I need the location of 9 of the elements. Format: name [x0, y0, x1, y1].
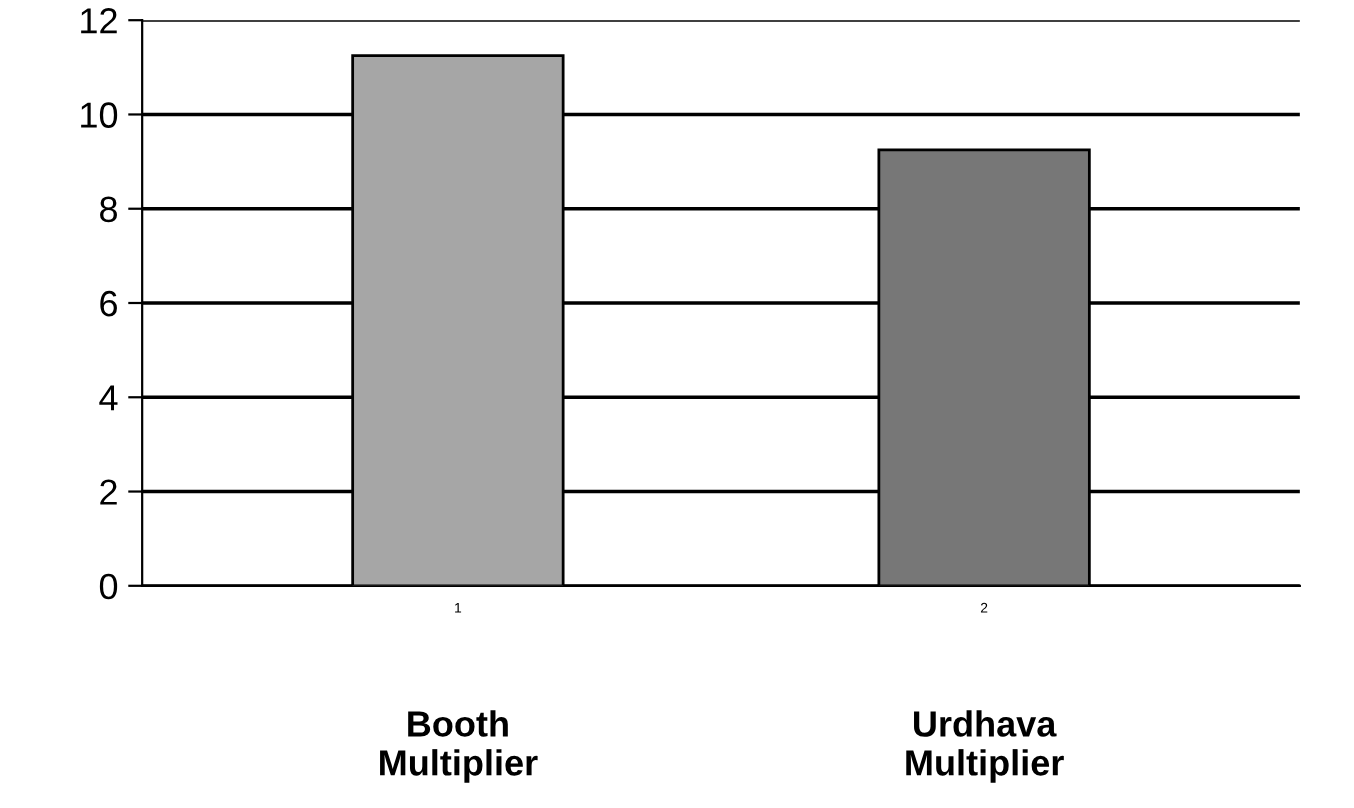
y-tick-label: 2 [100, 479, 117, 505]
y-tick-label: 4 [99, 385, 118, 411]
text: Booth Multiplier [380, 710, 538, 783]
y-tick-label: 10 [81, 102, 118, 128]
y-tick-label: 8 [100, 196, 117, 223]
y-tick-label: 0 [99, 573, 118, 600]
text: Urdhava Multiplier [906, 710, 1064, 783]
y-tick-label: 12 [81, 8, 117, 34]
y-tick-label: 6 [100, 290, 117, 317]
